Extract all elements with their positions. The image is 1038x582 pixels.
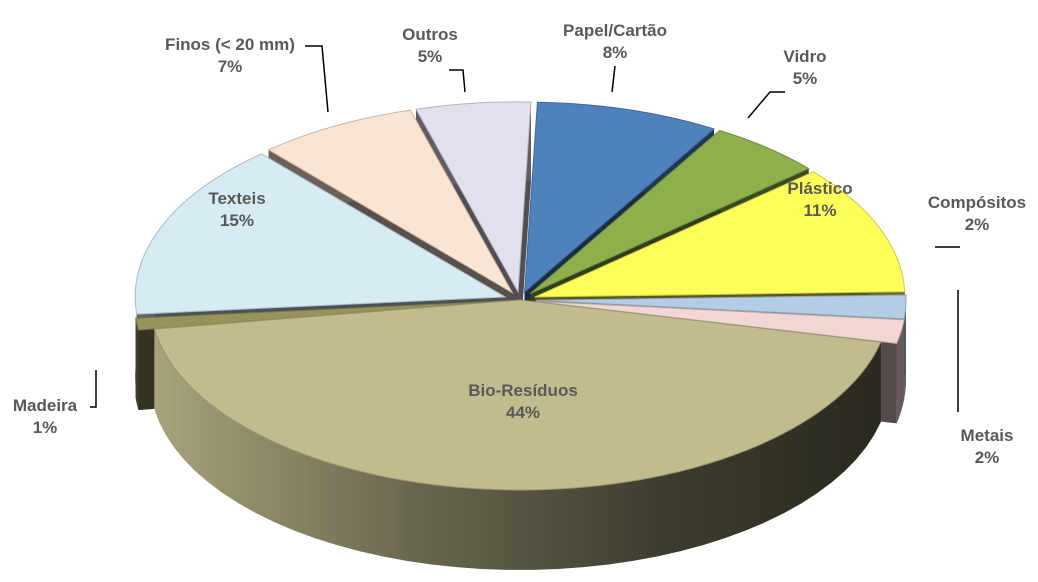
label-percent: 2% <box>964 215 990 234</box>
label-madeira: Madeira 1% <box>13 395 77 439</box>
label-percent: 7% <box>217 57 243 76</box>
label-finos: Finos (< 20 mm) 7% <box>165 34 295 78</box>
label-name: Bio-Resíduos <box>468 381 578 400</box>
label-vidro: Vidro 5% <box>783 46 826 90</box>
leader-line <box>611 65 616 93</box>
label-bio-residuos: Bio-Resíduos 44% <box>468 380 578 424</box>
label-name: Vidro <box>783 47 827 66</box>
pie-slice-top <box>535 294 907 320</box>
label-papel-cartao: Papel/Cartão 8% <box>563 20 667 64</box>
label-name: Metais <box>960 426 1014 445</box>
pie-slice-top <box>523 101 715 294</box>
label-name: Madeira <box>12 396 78 415</box>
label-name: Outros <box>402 25 458 44</box>
label-percent: 5% <box>417 47 443 66</box>
pie-slice-top <box>535 300 905 344</box>
label-name: Papel/Cartão <box>563 21 667 40</box>
label-compositos: Compósitos 2% <box>928 192 1026 236</box>
pie-slice-side <box>135 318 139 411</box>
pie-slice-top <box>153 299 882 491</box>
pie-slice-side <box>154 329 881 570</box>
label-plastico: Plástico 11% <box>787 178 852 222</box>
label-percent: 1% <box>32 418 58 437</box>
pie-slice-side <box>904 294 906 399</box>
leader-line <box>449 69 466 93</box>
pie-slice-top <box>415 101 532 294</box>
pie-slice <box>153 299 882 570</box>
leader-line <box>747 91 785 119</box>
leader-lines <box>90 45 960 412</box>
label-percent: 11% <box>803 201 837 220</box>
label-percent: 44% <box>505 403 541 422</box>
leader-line <box>90 370 97 408</box>
pie-slice-top <box>529 129 810 295</box>
label-outros: Outros 5% <box>402 24 458 68</box>
pie-slice-top <box>267 109 514 295</box>
label-texteis: Texteis 15% <box>208 188 265 232</box>
pie-slice-top <box>534 171 906 298</box>
pie-slice-top <box>134 153 507 315</box>
label-metais: Metais 2% <box>961 425 1014 469</box>
label-name: Texteis <box>208 189 266 208</box>
label-percent: 8% <box>602 43 628 62</box>
label-name: Finos (< 20 mm) <box>165 35 295 54</box>
label-name: Plástico <box>787 179 853 198</box>
label-percent: 5% <box>792 69 818 88</box>
label-percent: 2% <box>974 448 1000 467</box>
label-name: Compósitos <box>927 193 1027 212</box>
leader-line <box>305 45 329 113</box>
pie-slice-side <box>896 319 905 424</box>
label-percent: 15% <box>219 211 255 230</box>
